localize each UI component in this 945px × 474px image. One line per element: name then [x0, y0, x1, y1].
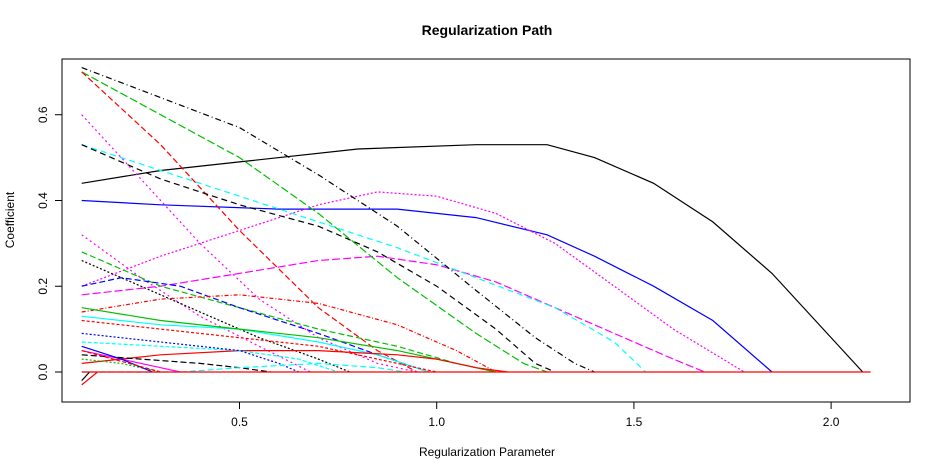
series-line-25: [81, 358, 161, 373]
series-line-7: [81, 71, 548, 373]
x-tick-label: 2.0: [823, 415, 840, 429]
y-tick-label: 0.6: [36, 106, 50, 123]
y-axis: 0.0 0.2 0.4 0.6: [36, 106, 62, 380]
series-line-27: [81, 345, 153, 373]
chart-title: Regularization Path: [422, 22, 553, 38]
series-line-26: [81, 371, 98, 386]
series-line-11: [81, 234, 311, 373]
series-layer: [81, 67, 871, 386]
y-tick-label: 0.4: [36, 192, 50, 209]
series-line-19: [81, 319, 437, 373]
series-line-28: [81, 350, 161, 373]
series-line-29: [81, 371, 91, 382]
series-line-8: [81, 71, 418, 373]
series-line-16: [81, 315, 429, 373]
series-line-14: [81, 294, 497, 373]
series-line-23: [81, 350, 181, 373]
y-axis-label: Coefficient: [3, 191, 17, 248]
series-line-12: [81, 251, 497, 373]
x-tick-label: 1.0: [428, 415, 445, 429]
series-line-17: [81, 307, 497, 373]
x-tick-label: 0.5: [231, 415, 248, 429]
series-line-6: [81, 67, 595, 373]
series-line-1: [81, 144, 864, 373]
series-line-15: [81, 259, 351, 373]
x-tick-label: 1.5: [626, 415, 643, 429]
series-line-5: [81, 144, 647, 373]
series-line-4: [81, 255, 706, 373]
series-line-2: [81, 199, 773, 373]
y-tick-label: 0.0: [36, 363, 50, 380]
x-axis-label: Regularization Parameter: [419, 445, 555, 459]
plot-frame: [61, 58, 911, 403]
x-axis: 0.5 1.0 1.5 2.0: [231, 402, 840, 429]
y-tick-label: 0.2: [36, 278, 50, 295]
series-line-9: [81, 144, 556, 373]
series-line-10: [81, 114, 418, 373]
series-line-21: [81, 332, 299, 373]
series-line-22: [81, 354, 272, 373]
series-line-18: [81, 350, 508, 373]
